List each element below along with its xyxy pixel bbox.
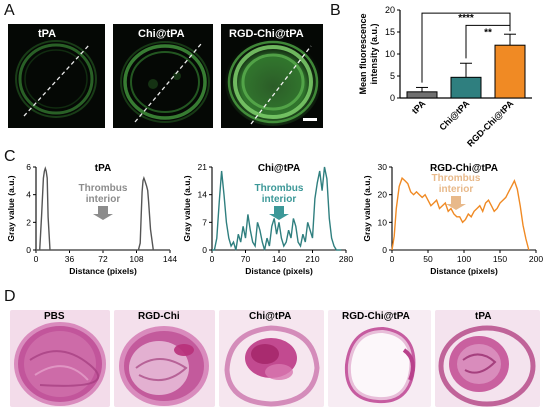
y-axis-label: Gray value (a.u.)	[6, 175, 16, 241]
he-image-pbs: PBS	[10, 310, 110, 407]
thrombus-ring-rgd-chi-tpa	[225, 38, 321, 126]
thrombus-ring-chi-tpa	[120, 41, 210, 123]
he-image-chi-tpa: Chi@tPA	[219, 310, 324, 407]
x-tick-label: tPA	[410, 98, 428, 116]
series-line	[391, 176, 530, 251]
thrombus-ring-tpa	[15, 40, 97, 118]
profile-line	[250, 45, 312, 125]
y-tick-label: 0	[202, 245, 207, 255]
x-tick-label: 0	[34, 254, 39, 264]
line-chart-tpa: 0 2 4 6 0 36 72 108 144 Distance (pixels) Gray val…	[6, 162, 177, 276]
bar-chart-fluorescence: 0 5 10 15 20 Mean fluorescence intensity (a.u.…	[358, 5, 532, 149]
x-axis-label: Distance (pixels)	[430, 266, 498, 276]
y-tick-label: 0	[382, 245, 387, 255]
image-label-rgd-chi-tpa: RGD-Chi@tPA	[229, 28, 304, 40]
y-tick-label: 2	[26, 217, 31, 227]
y-axis-label-line2: intensity (a.u.)	[369, 23, 379, 84]
x-tick-label: 0	[390, 254, 395, 264]
thrombus-arrow-icon	[446, 196, 466, 210]
profile-line	[23, 43, 91, 117]
x-tick-label: 280	[339, 254, 353, 264]
fluorescence-image-tpa: tPA	[8, 24, 105, 128]
thrombus-label-line1: Thrombus	[432, 173, 481, 184]
fluorescence-image-chi-tpa: Chi@tPA	[113, 24, 213, 128]
series-line	[212, 166, 342, 251]
image-label-chi-tpa: Chi@tPA	[138, 28, 185, 40]
y-tick-label: 20	[385, 5, 395, 15]
x-tick-label: 70	[241, 254, 251, 264]
y-tick-label: 20	[378, 190, 388, 200]
significance-label: **	[484, 27, 492, 38]
he-label-tpa: tPA	[475, 311, 492, 322]
x-tick-label: RGD-Chi@tPA	[465, 98, 516, 149]
bar	[494, 44, 526, 99]
thrombus-label-line1: Thrombus	[79, 183, 128, 194]
x-tick-label: 108	[129, 254, 143, 264]
he-label-rgd-chi: RGD-Chi	[138, 311, 180, 322]
scale-bar	[303, 118, 317, 121]
x-tick-label: 50	[423, 254, 433, 264]
x-tick-label: 210	[305, 254, 319, 264]
panel-letter-d: D	[4, 288, 16, 305]
x-tick-label: 200	[529, 254, 543, 264]
thrombus-label-line2: interior	[262, 194, 297, 205]
thrombus-label-line1: Thrombus	[255, 183, 304, 194]
he-label-chi-tpa: Chi@tPA	[249, 311, 292, 322]
y-tick-label: 0	[390, 93, 395, 103]
y-tick-label: 6	[26, 162, 31, 172]
thrombus-label-line2: interior	[439, 184, 474, 195]
he-image-rgd-chi-tpa: RGD-Chi@tPA	[328, 310, 431, 407]
y-tick-label: 7	[202, 217, 207, 227]
x-tick-label: 144	[163, 254, 177, 264]
y-tick-label: 4	[26, 190, 31, 200]
y-axis-label: Gray value (a.u.)	[182, 175, 192, 241]
significance-bracket	[421, 12, 511, 83]
y-tick-label: 21	[198, 162, 208, 172]
x-tick-label: 140	[272, 254, 286, 264]
x-axis-label: Distance (pixels)	[69, 266, 137, 276]
bar	[450, 76, 482, 99]
y-tick-label: 14	[198, 190, 208, 200]
panel-letter-c: C	[4, 148, 16, 165]
series-line	[36, 166, 170, 251]
significance-bracket	[465, 24, 511, 59]
thrombus-arrow-icon	[93, 206, 113, 220]
x-tick-label: 100	[457, 254, 471, 264]
y-tick-label: 10	[378, 217, 388, 227]
y-tick-label: 10	[385, 49, 395, 59]
line-chart-rgd-chi-tpa: 0 10 20 30 0 50 100 150 200 Distance (pixels) Gray…	[362, 162, 543, 276]
x-tick-label: 36	[65, 254, 75, 264]
fluorescence-image-rgd-chi-tpa: RGD-Chi@tPA	[221, 24, 323, 128]
he-label-pbs: PBS	[44, 311, 65, 322]
he-image-rgd-chi: RGD-Chi	[114, 310, 215, 407]
he-image-tpa: tPA	[435, 310, 540, 407]
y-axis-label-line1: Mean fluorescence	[358, 13, 368, 94]
thrombus-label-line2: interior	[86, 194, 121, 205]
image-label-tpa: tPA	[38, 28, 57, 40]
x-axis-label: Distance (pixels)	[245, 266, 313, 276]
chart-title: RGD-Chi@tPA	[430, 163, 498, 174]
he-label-rgd-chi-tpa: RGD-Chi@tPA	[342, 311, 410, 322]
chart-title: tPA	[95, 163, 111, 174]
y-axis-label: Gray value (a.u.)	[362, 175, 372, 241]
profile-line	[134, 43, 202, 123]
thrombus-arrow-icon	[269, 206, 289, 220]
x-tick-label: 0	[210, 254, 215, 264]
bar	[406, 91, 438, 99]
x-tick-label: 72	[98, 254, 108, 264]
significance-label: ****	[458, 13, 474, 24]
y-tick-label: 5	[390, 71, 395, 81]
y-tick-label: 30	[378, 162, 388, 172]
chart-title: Chi@tPA	[258, 163, 300, 174]
panel-letter-a: A	[4, 2, 15, 19]
y-tick-label: 15	[385, 27, 395, 37]
x-tick-label: 150	[493, 254, 507, 264]
y-tick-label: 0	[26, 245, 31, 255]
x-tick-label: Chi@tPA	[437, 98, 471, 132]
panel-letter-b: B	[330, 2, 341, 19]
